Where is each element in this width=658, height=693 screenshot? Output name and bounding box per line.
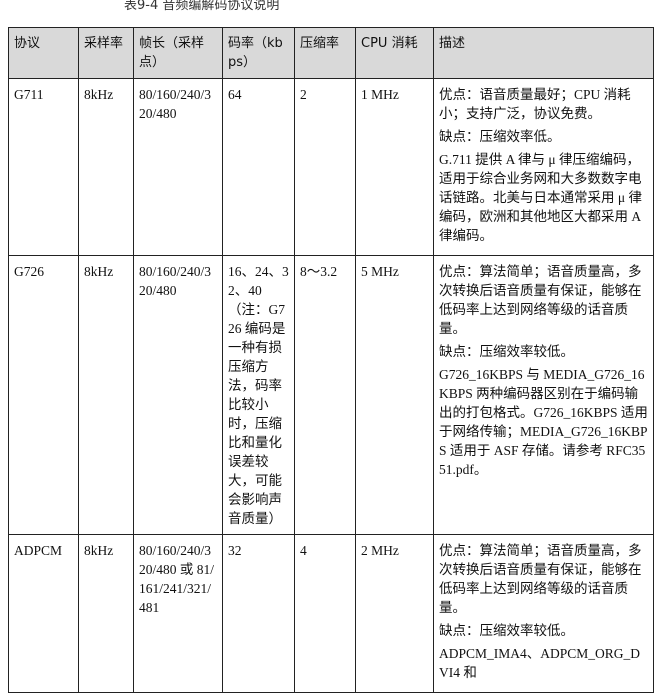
table-row: G711 8kHz 80/160/240/320/480 64 2 1 MHz … [8, 78, 654, 256]
cell-protocol: G711 [8, 78, 79, 256]
desc-cons: 缺点：压缩效率较低。 [439, 623, 574, 638]
desc-pros: 优点：算法简单；语音质量高，多次转换后语音质量有保证，能够在低码率上达到网络等级… [439, 543, 642, 615]
cell-rate: 8kHz [78, 534, 134, 693]
header-bitrate: 码率（kbps） [222, 27, 295, 79]
desc-notes: G.711 提供 A 律与 μ 律压缩编码，适用于综合业务网和大多数数字电话链路… [439, 152, 642, 243]
table-row: G726 8kHz 80/160/240/320/480 16、24、32、40… [8, 255, 654, 535]
cell-frame: 80/160/240/320/480 [133, 255, 223, 535]
cell-rate: 8kHz [78, 255, 134, 535]
cell-compression: 4 [294, 534, 356, 693]
desc-pros: 优点：算法简单；语音质量高，多次转换后语音质量有保证，能够在低码率上达到网络等级… [439, 264, 642, 336]
desc-notes: ADPCM_IMA4、ADPCM_ORG_DVI4 和 [439, 646, 641, 680]
cell-cpu: 5 MHz [355, 255, 434, 535]
header-compression: 压缩率 [294, 27, 356, 79]
cell-bitrate: 64 [222, 78, 295, 256]
cell-compression: 8～3.2 [294, 255, 356, 535]
cell-description: 优点：算法简单；语音质量高，多次转换后语音质量有保证，能够在低码率上达到网络等级… [433, 255, 654, 535]
cell-frame: 80/160/240/320/480 [133, 78, 223, 256]
cell-bitrate: 32 [222, 534, 295, 693]
header-row: 协议 采样率 帧长（采样点） 码率（kbps） 压缩率 CPU 消耗 描述 [8, 27, 654, 79]
header-frame-length: 帧长（采样点） [133, 27, 223, 79]
table-row: ADPCM 8kHz 80/160/240/320/480 或 81/161/2… [8, 534, 654, 693]
desc-notes: G726_16KBPS 与 MEDIA_G726_16KBPS 两种编码器区别在… [439, 367, 648, 477]
cell-description: 优点：语音质量最好；CPU 消耗小；支持广泛，协议免费。 缺点：压缩效率低。 G… [433, 78, 654, 256]
desc-cons: 缺点：压缩效率低。 [439, 129, 561, 144]
cell-protocol: ADPCM [8, 534, 79, 693]
header-description: 描述 [433, 27, 654, 79]
header-cpu: CPU 消耗 [355, 27, 434, 79]
cell-bitrate: 16、24、32、40（注：G726 编码是一种有损压缩方法，码率比较小时，压缩… [222, 255, 295, 535]
cell-description: 优点：算法简单；语音质量高，多次转换后语音质量有保证，能够在低码率上达到网络等级… [433, 534, 654, 693]
desc-cons: 缺点：压缩效率较低。 [439, 344, 574, 359]
header-protocol: 协议 [8, 27, 79, 79]
cell-compression: 2 [294, 78, 356, 256]
desc-pros: 优点：语音质量最好；CPU 消耗小；支持广泛，协议免费。 [439, 87, 631, 121]
cell-protocol: G726 [8, 255, 79, 535]
cell-rate: 8kHz [78, 78, 134, 256]
cell-cpu: 1 MHz [355, 78, 434, 256]
cell-frame: 80/160/240/320/480 或 81/161/241/321/481 [133, 534, 223, 693]
codec-table: 协议 采样率 帧长（采样点） 码率（kbps） 压缩率 CPU 消耗 描述 G7… [8, 27, 654, 693]
cell-cpu: 2 MHz [355, 534, 434, 693]
table-caption: 表9-4 音频编解码协议说明 [124, 0, 280, 13]
header-sample-rate: 采样率 [78, 27, 134, 79]
